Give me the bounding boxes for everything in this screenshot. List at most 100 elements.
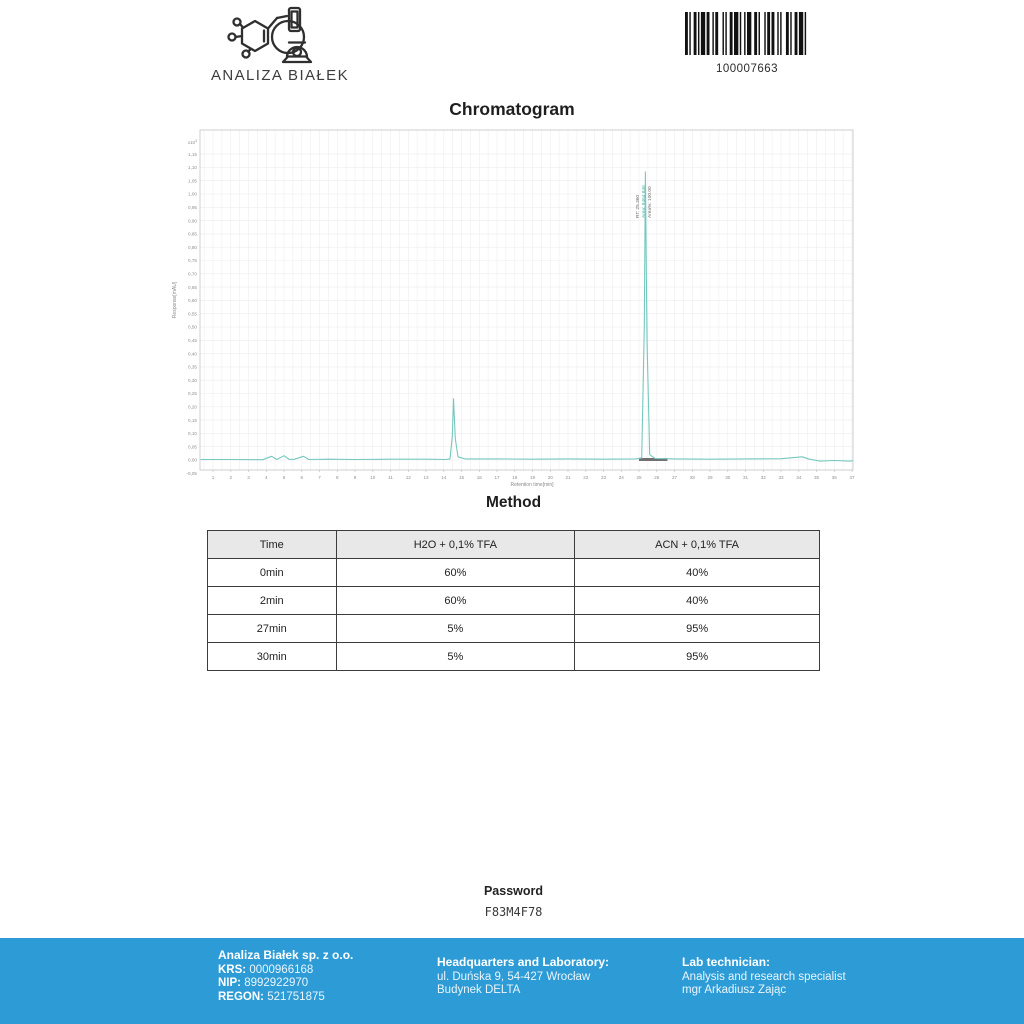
table-header-cell: Time bbox=[207, 530, 337, 559]
svg-text:37: 37 bbox=[849, 475, 855, 480]
svg-text:16: 16 bbox=[477, 475, 483, 480]
svg-text:7: 7 bbox=[318, 475, 321, 480]
svg-text:0,75: 0,75 bbox=[188, 258, 197, 263]
svg-text:0,35: 0,35 bbox=[188, 365, 197, 370]
table-cell: 30min bbox=[207, 642, 337, 671]
svg-text:0,50: 0,50 bbox=[188, 325, 197, 330]
table-cell: 60% bbox=[335, 586, 576, 615]
svg-text:Retention time[min]: Retention time[min] bbox=[510, 482, 554, 488]
svg-text:3: 3 bbox=[247, 475, 250, 480]
svg-text:0,15: 0,15 bbox=[188, 418, 197, 423]
method-title: Method bbox=[485, 494, 542, 511]
svg-text:9: 9 bbox=[354, 475, 357, 480]
svg-text:Response[mAU]: Response[mAU] bbox=[172, 281, 178, 318]
svg-text:27: 27 bbox=[672, 475, 678, 480]
peak-annotation: Area%: 100.00 bbox=[647, 186, 653, 218]
method-table: Time H2O + 0,1% TFA ACN + 0,1% TFA 0min 60%… bbox=[207, 530, 820, 671]
table-cell: 40% bbox=[574, 586, 820, 615]
logo-text: ANALIZA BIAŁEK bbox=[211, 67, 349, 84]
svg-text:0,55: 0,55 bbox=[188, 311, 197, 316]
svg-text:23: 23 bbox=[601, 475, 607, 480]
table-cell: 95% bbox=[574, 614, 820, 643]
svg-text:0,10: 0,10 bbox=[188, 431, 197, 436]
trace-line bbox=[200, 171, 853, 462]
table-cell: 5% bbox=[335, 614, 576, 643]
svg-text:34: 34 bbox=[796, 475, 802, 480]
footer-technician-heading: Lab technician: bbox=[682, 955, 771, 969]
barcode-image bbox=[685, 12, 807, 55]
password-block: Password F83M4F78 bbox=[0, 884, 1024, 919]
table-cell: 60% bbox=[335, 558, 576, 587]
svg-text:22: 22 bbox=[583, 475, 589, 480]
footer-technician-line1: Analysis and research specialist bbox=[682, 970, 846, 983]
table-row: Time H2O + 0,1% TFA ACN + 0,1% TFA bbox=[207, 530, 820, 559]
svg-text:0,05: 0,05 bbox=[188, 444, 197, 449]
table-cell: 40% bbox=[574, 558, 820, 587]
company-logo: ANALIZA BIAŁEK bbox=[205, 6, 355, 84]
logo-graphic bbox=[227, 6, 313, 64]
svg-text:0,60: 0,60 bbox=[188, 298, 197, 303]
svg-text:-0,05: -0,05 bbox=[187, 471, 198, 476]
svg-text:0,90: 0,90 bbox=[188, 218, 197, 223]
chromatogram-chart: -0,05 0,00 0,05 0,10 0,15 0,20 0,25 0,30 0,35 0,4… bbox=[160, 128, 860, 496]
svg-text:0,70: 0,70 bbox=[188, 272, 197, 277]
footer-address: Headquarters and Laboratory: ul. Duńska … bbox=[437, 955, 609, 998]
svg-text:6: 6 bbox=[301, 475, 304, 480]
svg-text:24: 24 bbox=[619, 475, 625, 480]
svg-text:5: 5 bbox=[283, 475, 286, 480]
integration-mark bbox=[639, 458, 668, 461]
footer-address-line1: ul. Duńska 9, 54-427 Wrocław bbox=[437, 970, 591, 983]
svg-text:8: 8 bbox=[336, 475, 339, 480]
svg-text:32: 32 bbox=[761, 475, 767, 480]
table-row: 30min 5% 95% bbox=[207, 642, 820, 671]
svg-text:4: 4 bbox=[265, 475, 268, 480]
svg-text:1,10: 1,10 bbox=[188, 165, 197, 170]
svg-text:0,45: 0,45 bbox=[188, 338, 197, 343]
table-cell: 5% bbox=[335, 642, 576, 671]
svg-text:0,30: 0,30 bbox=[188, 378, 197, 383]
svg-text:13: 13 bbox=[423, 475, 429, 480]
table-cell: 27min bbox=[207, 614, 337, 643]
table-header-cell: ACN + 0,1% TFA bbox=[574, 530, 820, 559]
svg-text:35: 35 bbox=[814, 475, 820, 480]
table-cell: 2min bbox=[207, 586, 337, 615]
svg-text:25: 25 bbox=[636, 475, 642, 480]
svg-text:0,85: 0,85 bbox=[188, 232, 197, 237]
svg-text:0,80: 0,80 bbox=[188, 245, 197, 250]
svg-text:0,20: 0,20 bbox=[188, 405, 197, 410]
peak-annotation: RT: 25.360 bbox=[635, 195, 641, 218]
svg-text:12: 12 bbox=[406, 475, 412, 480]
svg-text:15: 15 bbox=[459, 475, 465, 480]
footer: Analiza Białek sp. z o.o. KRS: 000096616… bbox=[0, 938, 1024, 1024]
svg-text:0,25: 0,25 bbox=[188, 391, 197, 396]
svg-text:0,00: 0,00 bbox=[188, 458, 197, 463]
footer-krs: KRS: 0000966168 bbox=[218, 963, 314, 976]
svg-text:33: 33 bbox=[778, 475, 784, 480]
svg-text:x103: x103 bbox=[188, 139, 197, 145]
method-table-body: 0min 60% 40% 2min 60% 40% 27min 5% 95% 30min 5% 95% bbox=[207, 558, 820, 671]
footer-company-name: Analiza Białek sp. z o.o. bbox=[218, 948, 354, 962]
table-cell: 95% bbox=[574, 642, 820, 671]
svg-text:1,00: 1,00 bbox=[188, 192, 197, 197]
svg-text:26: 26 bbox=[654, 475, 660, 480]
svg-text:11: 11 bbox=[388, 475, 393, 480]
svg-text:10: 10 bbox=[370, 475, 376, 480]
svg-text:0,65: 0,65 bbox=[188, 285, 197, 290]
footer-nip: NIP: 8992922970 bbox=[218, 977, 309, 989]
chromatogram-title: Chromatogram bbox=[449, 99, 575, 119]
svg-text:30: 30 bbox=[725, 475, 731, 480]
barcode-number: 100007663 bbox=[715, 63, 779, 75]
barcode: 100007663 bbox=[685, 12, 809, 75]
svg-text:1: 1 bbox=[212, 475, 215, 480]
svg-text:0,40: 0,40 bbox=[188, 351, 197, 356]
peak-annotation: Area: 9464.846 bbox=[641, 185, 647, 218]
svg-text:31: 31 bbox=[743, 475, 749, 480]
svg-text:1,15: 1,15 bbox=[188, 152, 197, 157]
svg-text:36: 36 bbox=[832, 475, 838, 480]
svg-text:20: 20 bbox=[548, 475, 554, 480]
footer-technician: Lab technician: Analysis and research sp… bbox=[682, 955, 846, 998]
svg-text:28: 28 bbox=[690, 475, 696, 480]
svg-text:21: 21 bbox=[565, 475, 571, 480]
table-row: 0min 60% 40% bbox=[207, 558, 820, 587]
